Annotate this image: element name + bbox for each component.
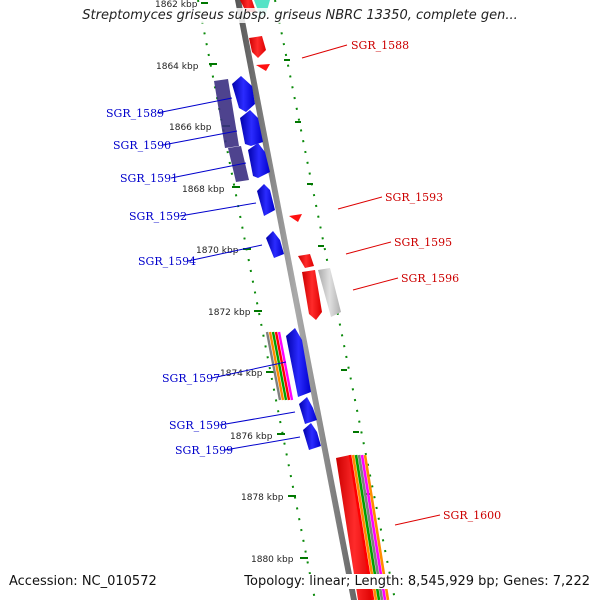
gene-label-sgr-1591[interactable]: SGR_1591 (120, 172, 178, 185)
scale-label: 1868 kbp (182, 185, 225, 195)
gene-sgr-1598[interactable] (299, 397, 317, 424)
accession-label: Accession: NC_010572 (9, 574, 157, 589)
homology-block (214, 79, 239, 148)
scale-label: 1862 kbp (155, 0, 198, 10)
gene-sgr-1592[interactable] (257, 184, 275, 216)
gene-label-sgr-1590[interactable]: SGR_1590 (113, 139, 171, 152)
genome-backbone (235, 0, 357, 600)
gene-sgr-1589[interactable] (232, 76, 255, 112)
scale-label: 1872 kbp (208, 308, 251, 318)
leader-lines (156, 44, 441, 526)
gene-label-sgr-1588[interactable]: SGR_1588 (351, 39, 409, 52)
gene-sgr-1599[interactable] (303, 423, 321, 450)
gene-sgr-1588-tail[interactable] (256, 64, 270, 71)
scale-label: 1874 kbp (220, 369, 263, 379)
feature-stripes-sgr-1597 (265, 331, 294, 401)
scale-label: 1876 kbp (230, 432, 273, 442)
gene-label-sgr-1600[interactable]: SGR_1600 (443, 509, 501, 522)
gene-sgr-1600[interactable] (336, 455, 373, 600)
scale-label: 1866 kbp (169, 123, 212, 133)
gene-sgr-1597[interactable] (286, 328, 311, 397)
gene-sgr-1593[interactable] (289, 214, 302, 222)
topology-label: Topology: linear; Length: 8,545,929 bp; … (244, 574, 590, 589)
gene-label-sgr-1596[interactable]: SGR_1596 (401, 272, 459, 285)
gene-sgr-1596-pseudo[interactable] (318, 268, 341, 317)
scale-label: 1878 kbp (241, 493, 284, 503)
gene-label-sgr-1597[interactable]: SGR_1597 (162, 372, 220, 385)
gene-label-sgr-1593[interactable]: SGR_1593 (385, 191, 443, 204)
gene-sgr-1588[interactable] (249, 36, 266, 58)
gene-label-sgr-1589[interactable]: SGR_1589 (106, 107, 164, 120)
scale-label: 1880 kbp (251, 555, 294, 565)
gene-sgr-1591[interactable] (248, 143, 270, 178)
gene-label-sgr-1592[interactable]: SGR_1592 (129, 210, 187, 223)
gene-sgr-1595[interactable] (298, 254, 314, 268)
gene-label-sgr-1599[interactable]: SGR_1599 (175, 444, 233, 457)
gene-label-sgr-1598[interactable]: SGR_1598 (169, 419, 227, 432)
scale-label: 1870 kbp (196, 246, 239, 256)
gene-sgr-1590[interactable] (240, 110, 263, 146)
gene-label-sgr-1595[interactable]: SGR_1595 (394, 236, 452, 249)
gene-sgr-1596[interactable] (302, 270, 322, 320)
scale-label: 1864 kbp (156, 62, 199, 72)
map-title: Streptomyces griseus subsp. griseus NBRC… (0, 8, 600, 23)
gene-sgr-1594[interactable] (266, 231, 284, 258)
gene-label-sgr-1594[interactable]: SGR_1594 (138, 255, 196, 268)
